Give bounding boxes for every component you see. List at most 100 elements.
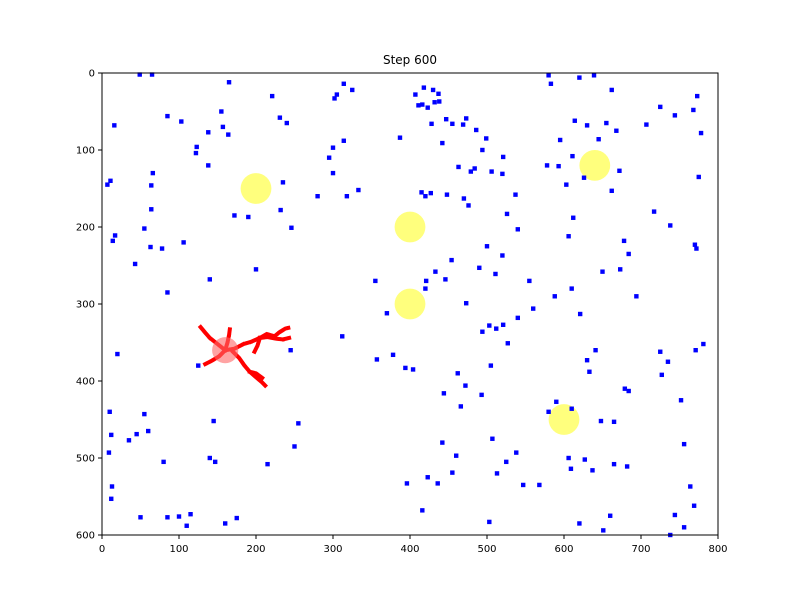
particle-point [288, 348, 293, 353]
particle-point [330, 170, 336, 176]
particle-point [566, 455, 571, 461]
particle-point [587, 369, 592, 374]
particle-point [458, 404, 464, 409]
structure-branch-7 [247, 369, 265, 381]
particle-point [403, 365, 408, 371]
particle-point [614, 128, 619, 133]
particle-point [505, 341, 510, 346]
particle-point [557, 137, 563, 143]
particle-point [356, 187, 361, 193]
particle-point [232, 213, 237, 218]
particle-point [441, 391, 447, 396]
particle-point [668, 223, 673, 228]
particle-point [211, 418, 216, 424]
particle-point [624, 464, 630, 469]
particle-point [384, 311, 390, 316]
particle-point [698, 130, 704, 136]
particle-point [546, 409, 551, 414]
particle-point [691, 503, 697, 508]
particle-point [564, 182, 569, 187]
target-circle-2 [394, 211, 426, 243]
particle-point [176, 514, 182, 519]
particle-point [513, 192, 518, 197]
particle-point [278, 207, 283, 213]
particle-point [608, 513, 613, 518]
particle-point [696, 174, 701, 180]
particle-point [226, 132, 231, 137]
particle-point [106, 450, 112, 455]
particle-point [490, 436, 495, 441]
target-circle-1 [240, 173, 272, 204]
particle-point [149, 72, 155, 77]
particle-point [109, 432, 114, 438]
particle-point [148, 244, 153, 250]
particle-point [443, 117, 449, 122]
particle-point [617, 168, 622, 173]
particle-point [433, 269, 438, 274]
particle-point [425, 105, 430, 110]
particle-point [432, 100, 437, 105]
particle-point [500, 171, 505, 177]
particle-point [184, 523, 189, 528]
particle-point [504, 211, 510, 217]
particle-point [206, 130, 211, 135]
particle-point [436, 91, 441, 96]
chart-title: Step 600 [383, 53, 437, 67]
particle-point [487, 519, 492, 525]
particle-point [494, 471, 500, 476]
particle-point [165, 113, 170, 119]
particle-point [571, 215, 576, 220]
particle-point [590, 468, 595, 473]
particle-point [694, 246, 699, 251]
particle-point [246, 214, 251, 220]
particle-point [651, 209, 657, 214]
particle-point [110, 238, 115, 244]
particle-point [449, 257, 454, 263]
particle-point [611, 461, 617, 467]
particle-point [420, 508, 425, 513]
particle-point [468, 169, 474, 174]
particle-point [688, 484, 693, 489]
particle-point [440, 440, 445, 445]
particle-point [554, 399, 559, 404]
particle-point [429, 121, 434, 127]
particle-point [600, 269, 605, 274]
particle-point [423, 278, 429, 284]
particle-point [165, 515, 170, 520]
particle-point [188, 512, 193, 517]
particle-point [134, 431, 139, 437]
y-tick-label: 100 [76, 146, 95, 157]
particle-point [548, 81, 554, 86]
particle-point [455, 371, 460, 376]
particle-point [477, 265, 482, 271]
particle-point [296, 421, 301, 426]
particle-point [315, 194, 320, 199]
particle-point [691, 107, 696, 113]
particle-point [609, 87, 614, 93]
particle-point [421, 85, 427, 90]
particle-point [692, 242, 698, 247]
particle-point [480, 329, 485, 334]
particle-point [672, 512, 678, 518]
particle-point [179, 119, 184, 124]
particle-point [601, 528, 606, 533]
particle-point [593, 348, 598, 353]
particle-point [681, 441, 687, 447]
particle-point [514, 450, 519, 455]
particle-point [289, 225, 294, 230]
particle-point [443, 277, 448, 282]
particle-point [626, 251, 631, 257]
particle-point [622, 386, 628, 391]
particle-point [435, 481, 440, 486]
particle-point [678, 398, 684, 403]
particle-point [581, 175, 587, 180]
structure-branch-5 [257, 335, 292, 342]
particle-point [531, 306, 536, 311]
particle-point [437, 99, 442, 104]
y-tick-label: 0 [89, 69, 95, 80]
particle-point [223, 521, 228, 526]
particle-point [591, 73, 597, 78]
particle-point [466, 203, 471, 208]
particle-point [350, 87, 355, 93]
particle-point [196, 363, 201, 368]
